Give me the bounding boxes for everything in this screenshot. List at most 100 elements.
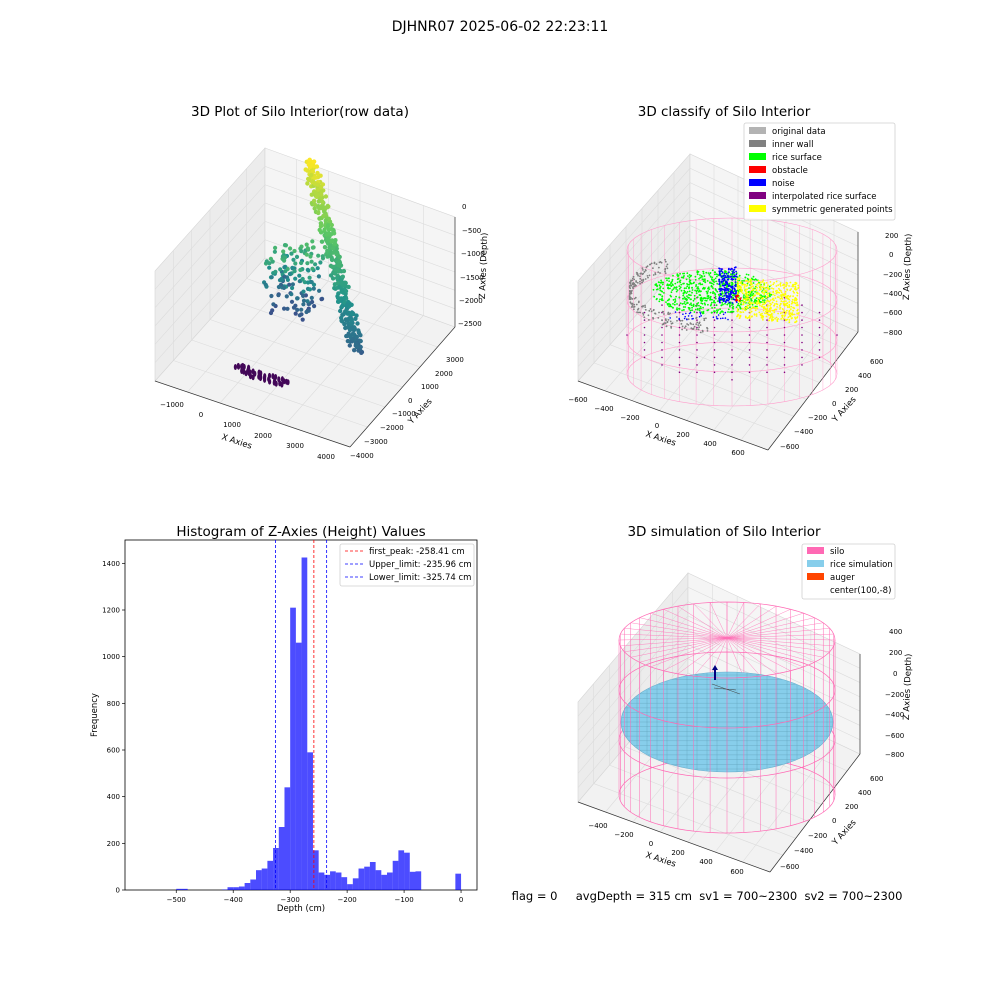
rice-point xyxy=(698,304,700,307)
rice-point xyxy=(669,303,671,306)
histogram-legend-frame xyxy=(339,543,475,587)
rice-point xyxy=(700,307,702,310)
sym-point xyxy=(759,295,762,298)
scatter-point xyxy=(292,269,297,274)
noise-point xyxy=(722,280,725,282)
noise-point xyxy=(723,295,725,297)
noise-point xyxy=(698,315,701,318)
silo-spoke xyxy=(726,602,745,639)
scatter-point xyxy=(337,254,342,260)
noise-point xyxy=(734,288,736,291)
sym-point xyxy=(782,318,785,320)
scatter-point xyxy=(341,295,347,301)
wall-point xyxy=(643,316,646,319)
scatter-point xyxy=(313,262,318,267)
scatter-point xyxy=(282,243,288,248)
sym-point xyxy=(763,284,766,286)
simulation-legend: silo rice simulation auger center(100,-8) xyxy=(801,543,896,600)
scatter-point xyxy=(318,185,324,190)
sym-point xyxy=(753,314,756,316)
interp-point xyxy=(696,349,698,351)
scatter-point xyxy=(271,302,276,307)
histogram-bar xyxy=(256,870,262,890)
sym-point xyxy=(739,301,742,304)
sym-point xyxy=(763,306,766,309)
rice-point xyxy=(678,280,681,283)
wall-point xyxy=(636,308,639,311)
sym-point xyxy=(796,294,799,297)
sym-point xyxy=(766,310,769,313)
silo-spoke xyxy=(726,609,791,639)
rice-point xyxy=(668,305,670,308)
rice-point xyxy=(693,311,696,313)
wall-point xyxy=(654,312,657,315)
rice-point xyxy=(658,293,660,296)
noise-point xyxy=(726,298,728,301)
rice-point xyxy=(714,277,717,280)
histogram-title: Histogram of Z-Axies (Height) Values xyxy=(176,524,425,540)
sym-point xyxy=(745,295,747,297)
wall-point xyxy=(635,303,638,306)
wall-point xyxy=(669,312,671,315)
raw-y-tick: 1000 xyxy=(421,383,439,391)
wall-point xyxy=(695,316,698,319)
interp-point xyxy=(801,326,803,329)
histogram-bar xyxy=(409,871,416,890)
sym-point xyxy=(782,302,785,305)
sym-point xyxy=(779,308,781,310)
noise-point xyxy=(731,278,734,281)
wall-point xyxy=(695,328,698,330)
interp-point xyxy=(748,319,751,321)
sym-point xyxy=(741,308,744,310)
noise-point xyxy=(730,291,733,294)
histogram-bar xyxy=(415,871,422,890)
rice-point xyxy=(672,307,674,309)
rice-point xyxy=(747,274,750,276)
rice-point xyxy=(711,298,713,301)
rice-point xyxy=(749,295,752,298)
rice-point xyxy=(695,292,698,294)
rice-point xyxy=(673,303,676,306)
raw-z-tick: −1000 xyxy=(461,250,485,258)
sym-point xyxy=(745,306,748,308)
sym-point xyxy=(775,291,778,294)
rice-point xyxy=(686,295,688,297)
scatter-point xyxy=(304,252,309,257)
rice-point xyxy=(683,289,686,292)
histogram-bar xyxy=(324,874,331,890)
noise-point xyxy=(728,297,731,299)
noise-point xyxy=(728,294,730,297)
rice-point xyxy=(662,281,665,284)
sym-point xyxy=(771,287,773,290)
noise-point xyxy=(724,317,727,319)
scatter-point xyxy=(315,182,320,187)
interp-point xyxy=(766,319,768,321)
wall-point xyxy=(663,313,665,315)
sym-point xyxy=(776,303,779,306)
noise-point xyxy=(723,286,726,289)
sym-point xyxy=(774,297,777,299)
y-tick-label: 400 xyxy=(107,793,120,801)
interp-point xyxy=(713,364,716,366)
noise-point xyxy=(718,282,721,285)
silo-spoke xyxy=(726,637,834,647)
rice-point xyxy=(709,296,712,299)
wall-point xyxy=(699,331,702,334)
rice-point xyxy=(658,284,661,287)
scatter-point xyxy=(310,266,315,271)
noise-point xyxy=(720,298,722,301)
rice-point xyxy=(713,273,716,276)
silo-spoke xyxy=(620,637,728,647)
rice-point xyxy=(709,275,712,278)
sym-point xyxy=(749,287,752,289)
noise-point xyxy=(719,301,721,304)
noise-point xyxy=(718,299,721,302)
wall-point xyxy=(664,258,666,261)
legend-swatch xyxy=(749,127,766,134)
rice-point xyxy=(662,299,664,302)
gridline xyxy=(609,764,796,839)
noise-point xyxy=(721,275,724,278)
sym-point xyxy=(758,285,761,288)
rice-point xyxy=(711,269,714,272)
sym-point xyxy=(760,281,762,284)
